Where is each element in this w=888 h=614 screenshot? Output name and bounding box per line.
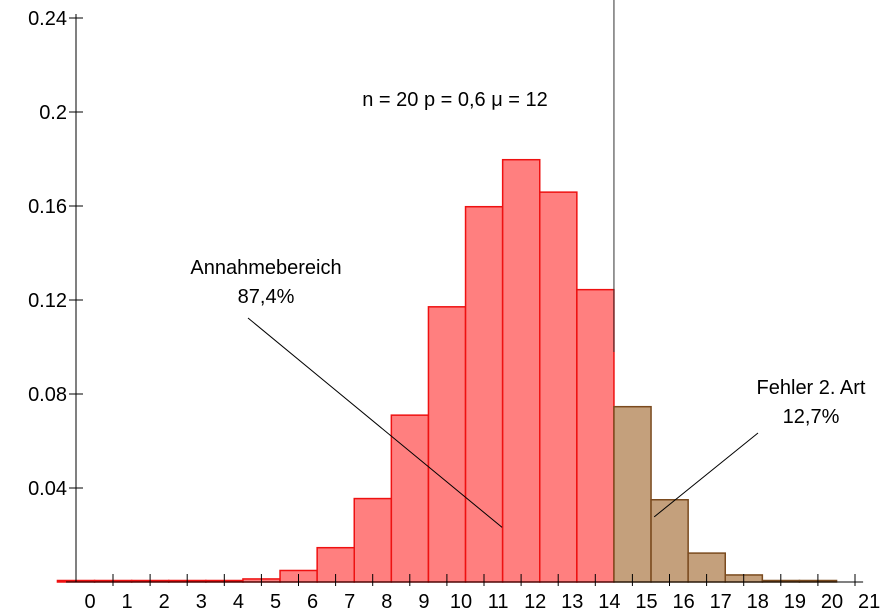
y-tick-label-0.12: 0.12 bbox=[28, 290, 67, 312]
x-tick-label-3: 3 bbox=[196, 591, 207, 613]
x-tick-label-9: 9 bbox=[418, 591, 429, 613]
x-tick-label-5: 5 bbox=[270, 591, 281, 613]
x-tick-label-0: 0 bbox=[84, 591, 95, 613]
annotation-1-line-1: Annahmebereich bbox=[190, 257, 341, 279]
x-tick-label-1: 1 bbox=[122, 591, 133, 613]
bar-13 bbox=[539, 191, 578, 583]
x-tick-label-21: 21 bbox=[858, 591, 880, 613]
x-tick-label-10: 10 bbox=[450, 591, 472, 613]
annotation-1-line-2: 87,4% bbox=[238, 286, 295, 308]
x-tick-label-4: 4 bbox=[233, 591, 244, 613]
annotation-2-leader bbox=[653, 432, 759, 518]
bar-11 bbox=[464, 205, 504, 583]
x-tick-label-11: 11 bbox=[488, 591, 509, 613]
x-tick-label-2: 2 bbox=[159, 591, 170, 613]
bar-15 bbox=[613, 405, 652, 583]
x-tick-label-12: 12 bbox=[524, 591, 546, 613]
x-tick-label-19: 19 bbox=[784, 591, 806, 613]
annotation-2-line-2: 12,7% bbox=[783, 406, 840, 428]
y-tick-label-0.2: 0.2 bbox=[39, 102, 67, 124]
x-tick-label-13: 13 bbox=[561, 591, 583, 613]
annotation-1-leader bbox=[247, 317, 503, 528]
annotation-layer: n = 20 p = 0,6 μ = 12 Annahmebereich 87,4… bbox=[190, 89, 866, 528]
x-tick-label-14: 14 bbox=[598, 591, 620, 613]
x-tick-label-7: 7 bbox=[344, 591, 355, 613]
x-tick-label-17: 17 bbox=[710, 591, 732, 613]
bars-layer bbox=[56, 158, 838, 583]
bar-8 bbox=[353, 497, 393, 583]
bar-16 bbox=[650, 499, 689, 583]
x-tick-label-8: 8 bbox=[381, 591, 392, 613]
x-tick-label-16: 16 bbox=[672, 591, 694, 613]
x-tick-label-15: 15 bbox=[635, 591, 657, 613]
annotation-2-line-1: Fehler 2. Art bbox=[757, 377, 866, 399]
y-tick-label-0.16: 0.16 bbox=[28, 196, 67, 218]
x-tick-label-20: 20 bbox=[821, 591, 843, 613]
bar-10 bbox=[427, 306, 467, 583]
y-tick-label-0.08: 0.08 bbox=[28, 384, 67, 406]
params-text: n = 20 p = 0,6 μ = 12 bbox=[362, 89, 548, 111]
y-tick-label-0.04: 0.04 bbox=[28, 478, 67, 500]
x-tick-label-6: 6 bbox=[307, 591, 318, 613]
bar-12 bbox=[501, 158, 541, 583]
x-tick-label-18: 18 bbox=[747, 591, 769, 613]
y-tick-label-0.24: 0.24 bbox=[28, 8, 67, 30]
bar-14 bbox=[576, 288, 615, 583]
axes-layer: 0.040.080.120.160.20.240 1 2 3 4 5 6 7 8 9 10 11 12 1… bbox=[28, 8, 880, 613]
